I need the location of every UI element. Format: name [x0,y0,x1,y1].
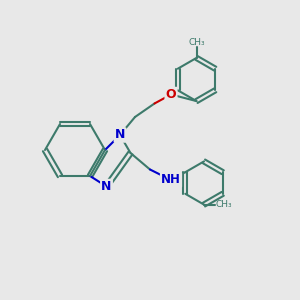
Text: N: N [115,128,125,142]
Text: NH: NH [161,173,181,187]
Text: O: O [166,88,176,101]
Text: N: N [101,180,112,193]
Text: CH₃: CH₃ [216,200,232,209]
Text: CH₃: CH₃ [188,38,205,47]
